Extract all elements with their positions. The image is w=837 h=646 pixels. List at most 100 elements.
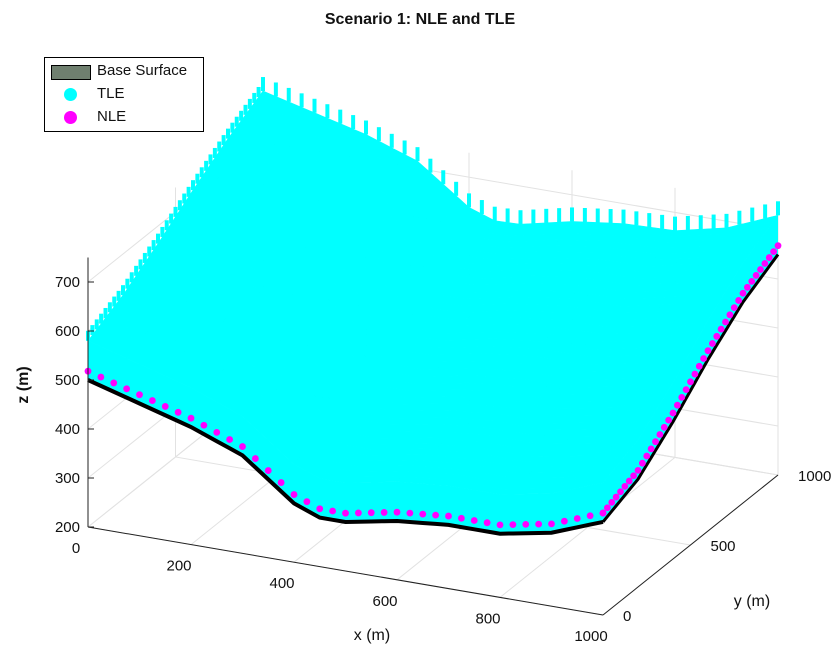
tle-point [112, 296, 117, 307]
legend-label: Base Surface [97, 62, 188, 79]
tle-point [129, 272, 134, 283]
tle-point [518, 210, 523, 225]
nle-point [239, 443, 246, 450]
legend-item-base-surface: Base Surface [45, 60, 203, 82]
nle-point [393, 508, 401, 516]
nle-point [713, 332, 721, 340]
nle-point [761, 260, 769, 267]
base-surface-edge [87, 378, 604, 536]
nle-swatch [64, 111, 77, 124]
tle-point [634, 211, 639, 226]
tle-point [226, 128, 230, 139]
nle-point [148, 397, 156, 404]
x-tick-label: 800 [475, 610, 500, 627]
nle-point [757, 266, 764, 273]
nle-point [483, 519, 491, 527]
nle-point [342, 509, 349, 517]
tle-point [685, 215, 690, 230]
tle-point [351, 115, 356, 130]
tle-point [239, 110, 244, 121]
nle-point [354, 509, 362, 517]
legend-item-tle: TLE [45, 83, 203, 105]
nle-point [682, 386, 690, 394]
tle-point [186, 186, 191, 197]
tle-point [312, 98, 317, 113]
tle-point [243, 104, 248, 115]
tle-point [364, 120, 368, 135]
tle-point [99, 313, 104, 324]
nle-point [522, 520, 530, 528]
nle-point [660, 423, 668, 431]
x-axis-line [87, 526, 604, 616]
legend-label: NLE [97, 108, 127, 125]
x-tick-label: 0 [72, 540, 80, 557]
tle-front-skirt [88, 340, 603, 534]
nle-point [735, 297, 743, 304]
z-tick-label: 500 [55, 372, 80, 389]
nle-point [695, 362, 703, 370]
tle-point [570, 207, 574, 222]
z-axis-label: z (m) [15, 366, 32, 403]
nle-point [264, 467, 272, 474]
tle-point [750, 207, 755, 222]
tle-point [156, 233, 160, 244]
nle-point [743, 283, 751, 291]
z-tick-label: 300 [55, 470, 80, 487]
nle-point [174, 408, 182, 416]
nle-point [708, 340, 716, 347]
y-tick-label: 0 [623, 608, 631, 625]
tle-point [763, 204, 768, 219]
axes: 0 200 400 600 800 1000 0 500 1000 200 300 400 500 600… [55, 257, 831, 645]
tle-point [544, 208, 549, 223]
nle-point [765, 254, 773, 261]
nle-point [730, 304, 738, 312]
tle-point [208, 154, 213, 165]
tle-point [221, 135, 226, 146]
tle-point [147, 246, 152, 257]
nle-point [419, 510, 427, 518]
tle-point [199, 167, 204, 178]
tle-point [138, 259, 143, 270]
nle-point [717, 325, 725, 333]
nle-point [634, 466, 642, 474]
x-tick-label: 400 [269, 575, 294, 592]
nle-point [123, 385, 131, 393]
x-tick-label: 1000 [574, 628, 607, 645]
z-tick-label: 200 [55, 519, 80, 536]
nle-point [560, 517, 568, 525]
tle-point [204, 160, 209, 171]
tle-point [492, 206, 497, 221]
tle-point [164, 220, 169, 231]
tle-point [195, 173, 200, 184]
nle-point [496, 521, 504, 529]
y-tick-label: 1000 [798, 468, 831, 485]
nle-point [303, 498, 311, 506]
nle-point [367, 509, 375, 517]
tle-point [660, 214, 665, 229]
tle-point [90, 325, 95, 336]
nle-point [752, 272, 760, 279]
x-axis-label: x (m) [354, 627, 390, 644]
tle-point [608, 209, 613, 224]
tle-point [217, 141, 222, 152]
nle-point [603, 504, 611, 512]
tle-point [299, 93, 304, 108]
nle-point [625, 477, 633, 485]
x-tick-label: 600 [372, 593, 397, 610]
nle-point [630, 472, 638, 480]
nle-point [509, 521, 517, 529]
tle-point [595, 208, 600, 223]
nle-point [200, 421, 208, 429]
nle-point [673, 401, 681, 409]
nle-point [290, 491, 298, 498]
tle-point [737, 210, 742, 225]
tle-right-skirt [603, 215, 778, 522]
tle-surface [86, 77, 780, 495]
tle-point [389, 133, 394, 148]
tle-point [698, 215, 703, 230]
nle-point [656, 431, 664, 438]
nle-point [665, 416, 673, 424]
tle-point [212, 147, 217, 158]
base-surface-swatch [51, 65, 91, 80]
legend-label: TLE [97, 85, 125, 102]
